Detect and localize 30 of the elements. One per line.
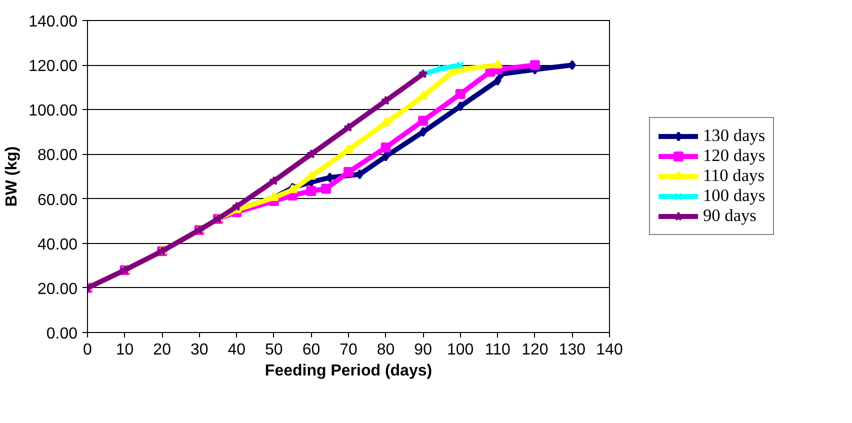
x-tick-label: 140 xyxy=(596,342,623,358)
x-tick-label: 90 xyxy=(414,342,432,358)
x-tick-label: 10 xyxy=(116,342,134,358)
y-tick-label: 120.00 xyxy=(28,58,78,76)
y-tick-label: 80.00 xyxy=(37,147,78,164)
y-tick-label: 140.00 xyxy=(28,14,78,30)
x-tick-label: 40 xyxy=(228,342,246,358)
x-tick-label: 80 xyxy=(376,342,395,358)
x-axis-title: Feeding Period (days) xyxy=(264,362,432,380)
legend-label: 110 days xyxy=(703,166,764,186)
legend-label: 120 days xyxy=(703,146,766,166)
legend-label: 100 days xyxy=(703,186,766,206)
y-tick-label: 20.00 xyxy=(37,280,78,298)
y-axis-title: BW (kg) xyxy=(4,146,21,207)
x-tick-label: 60 xyxy=(302,342,320,358)
x-tick-label: 0 xyxy=(83,342,92,358)
y-tick-label: 0.00 xyxy=(46,326,78,342)
legend-label: 90 days xyxy=(703,206,756,226)
y-tick-label: 60.00 xyxy=(37,192,78,209)
x-tick-label: 120 xyxy=(522,342,548,358)
x-tick-label: 130 xyxy=(558,342,586,358)
x-tick-label: 20 xyxy=(153,342,172,358)
x-tick-label: 110 xyxy=(484,342,510,358)
x-tick-label: 70 xyxy=(340,342,358,358)
x-tick-label: 50 xyxy=(265,342,283,358)
x-tick-label: 100 xyxy=(447,342,474,358)
y-tick-label: 40.00 xyxy=(37,236,78,254)
x-tick-label: 30 xyxy=(190,342,208,358)
legend-label: 130 days xyxy=(703,126,766,146)
y-tick-label: 100.00 xyxy=(28,102,78,120)
